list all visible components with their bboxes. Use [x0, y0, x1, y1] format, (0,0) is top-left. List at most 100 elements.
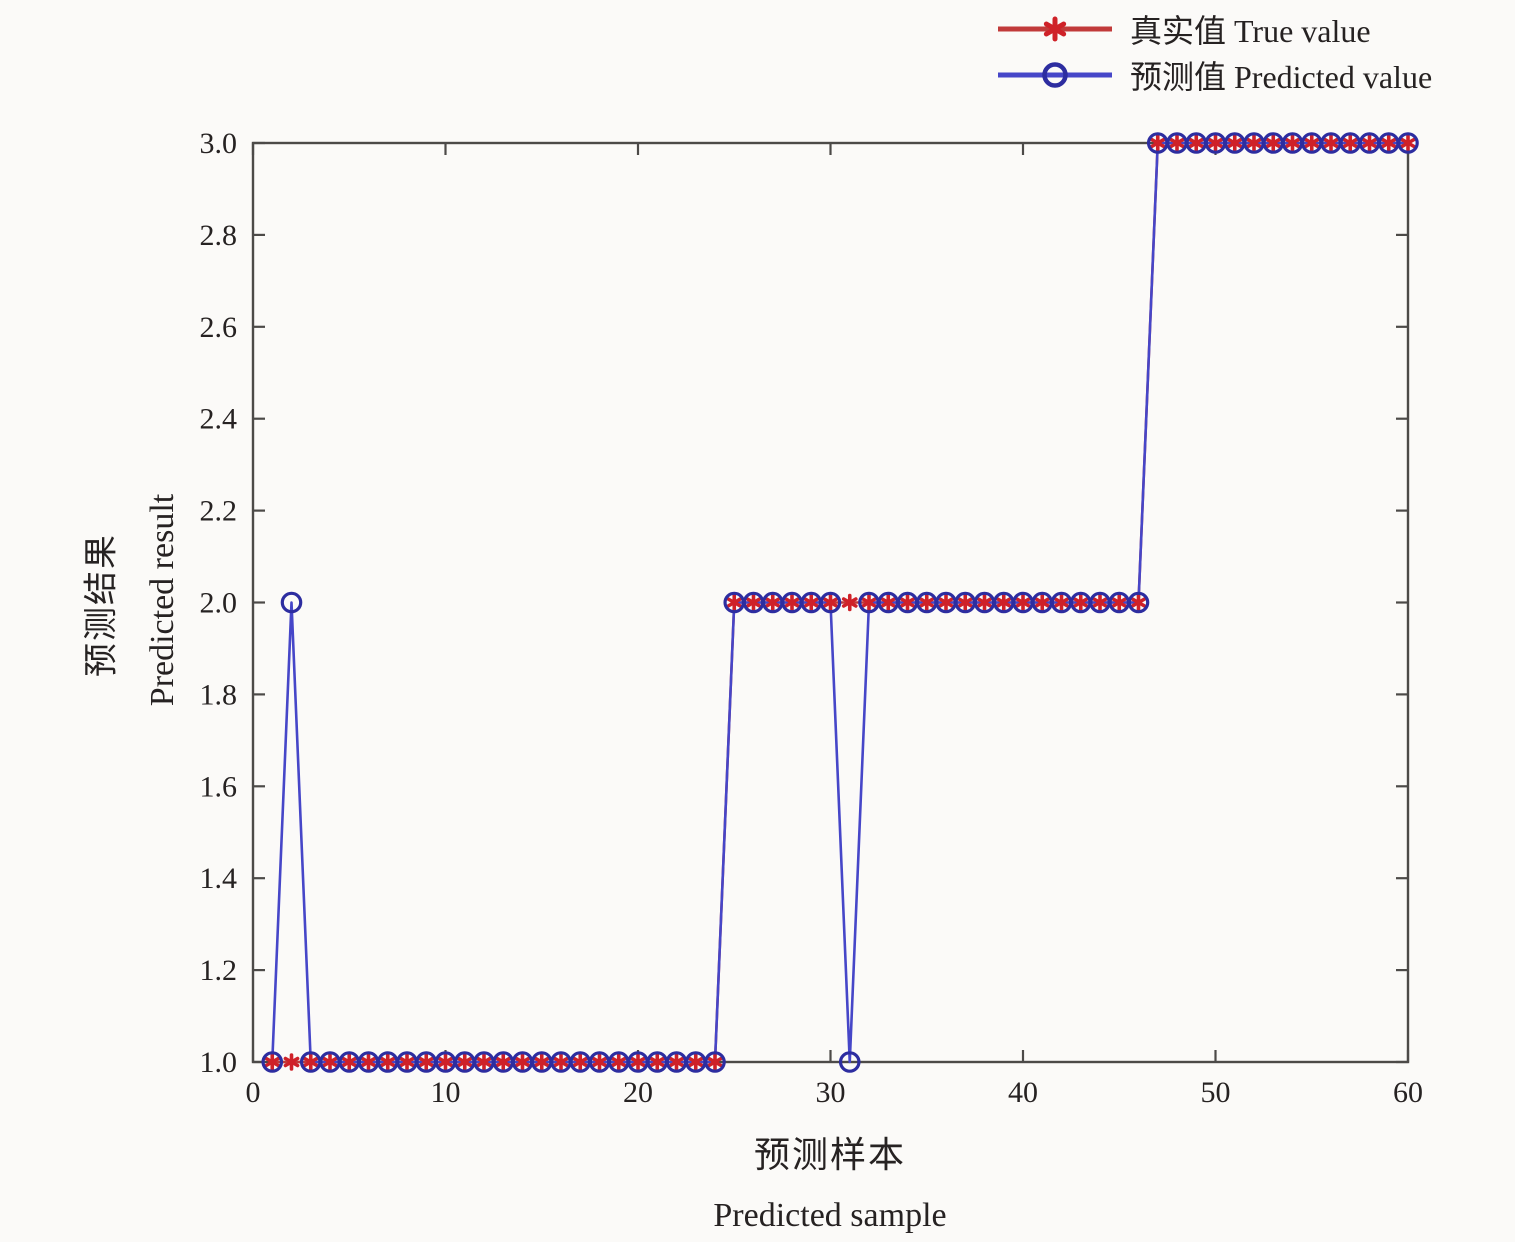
predicted-marker — [261, 1051, 284, 1073]
asterisk-marker-spoke — [1380, 137, 1397, 149]
asterisk-marker-spoke — [302, 1056, 319, 1068]
asterisk-marker-spoke — [360, 1056, 377, 1068]
true-value-line-icon — [998, 16, 1112, 42]
asterisk-marker-spoke — [918, 597, 935, 608]
asterisk-marker-spoke — [1188, 137, 1205, 149]
asterisk-marker-spoke — [1342, 137, 1359, 149]
asterisk-marker-spoke — [1207, 137, 1224, 149]
asterisk-marker-spoke — [938, 597, 954, 608]
x-tick-label: 0 — [246, 1076, 261, 1109]
asterisk-marker-spoke — [822, 597, 839, 608]
asterisk-marker-spoke — [880, 597, 897, 608]
asterisk-marker-spoke — [1130, 597, 1147, 608]
asterisk-marker-spoke — [1053, 597, 1070, 608]
legend: 真实值 True value 预测值 Predicted value — [996, 6, 1432, 98]
asterisk-marker-spoke — [687, 1056, 704, 1068]
x-tick-label: 10 — [431, 1076, 461, 1109]
x-axis-ticks: 0 10 20 30 40 50 60 — [246, 143, 1423, 1109]
asterisk-marker-spoke — [456, 1056, 473, 1068]
legend-label-predicted-value: 预测值 Predicted value — [1130, 59, 1433, 95]
asterisk-marker-spoke — [1111, 597, 1128, 608]
asterisk-marker-spoke — [1015, 597, 1031, 608]
asterisk-marker-spoke — [533, 1056, 550, 1068]
x-tick-label: 20 — [623, 1076, 653, 1109]
asterisk-marker-spoke — [707, 1056, 723, 1068]
asterisk-marker-spoke — [572, 1056, 589, 1068]
y-tick-label: 2.0 — [200, 587, 238, 620]
asterisk-marker-spoke — [418, 1056, 435, 1068]
y-tick-label: 1.6 — [200, 770, 238, 803]
asterisk-marker-spoke — [841, 597, 858, 608]
asterisk-marker-spoke — [957, 597, 974, 608]
y-tick-label: 2.6 — [200, 311, 238, 344]
asterisk-marker-spoke — [1284, 137, 1301, 149]
x-tick-label: 40 — [1008, 1076, 1038, 1109]
asterisk-marker-spoke — [784, 597, 800, 608]
asterisk-marker-spoke — [495, 1056, 512, 1068]
asterisk-marker-spoke — [745, 597, 762, 608]
asterisk-marker-spoke — [437, 1056, 454, 1068]
asterisk-marker-spoke — [1226, 137, 1243, 149]
y-tick-label: 3.0 — [200, 127, 238, 160]
asterisk-marker-spoke — [1303, 137, 1320, 149]
y-axis-label-en: Predicted result — [144, 493, 181, 707]
asterisk-marker-spoke — [476, 1056, 492, 1068]
asterisk-marker-spoke — [1043, 21, 1067, 37]
asterisk-marker-spoke — [630, 1056, 646, 1068]
asterisk-marker-spoke — [995, 597, 1012, 608]
x-axis-label-en: Predicted sample — [713, 1197, 947, 1234]
true-value-markers — [264, 134, 1416, 1071]
asterisk-marker-spoke — [399, 1056, 415, 1068]
asterisk-marker-spoke — [1400, 137, 1416, 149]
asterisk-marker-spoke — [264, 1056, 281, 1068]
asterisk-marker-spoke — [1361, 137, 1378, 149]
asterisk-marker-spoke — [668, 1056, 685, 1068]
asterisk-marker-spoke — [610, 1056, 627, 1068]
asterisk-marker-spoke — [726, 597, 743, 608]
asterisk-marker-spoke — [1149, 137, 1166, 149]
asterisk-marker-spoke — [1072, 597, 1089, 608]
asterisk-marker-spoke — [283, 1056, 300, 1068]
asterisk-marker-spoke — [649, 1056, 666, 1068]
y-tick-label: 1.2 — [200, 954, 238, 987]
asterisk-marker-spoke — [976, 597, 993, 608]
y-axis-ticks: 1.0 1.2 1.4 1.6 1.8 2.0 2.2 2.4 2.6 2.8 3.0 — [200, 127, 1408, 1079]
x-axis-label-zh: 预测样本 — [753, 1135, 907, 1175]
asterisk-marker-spoke — [861, 597, 877, 608]
asterisk-marker-spoke — [803, 597, 820, 608]
y-tick-label: 2.2 — [200, 495, 238, 528]
asterisk-marker-spoke — [1034, 597, 1051, 608]
asterisk-marker-spoke — [591, 1056, 608, 1068]
y-tick-label: 1.4 — [200, 862, 238, 895]
predicted-marker — [704, 1051, 726, 1073]
y-tick-label: 2.4 — [200, 403, 238, 436]
asterisk-marker-spoke — [1092, 597, 1108, 608]
x-tick-label: 60 — [1393, 1076, 1423, 1109]
asterisk-marker-spoke — [322, 1056, 338, 1068]
predicted-marker — [1397, 132, 1419, 154]
y-axis-label-zh: 预测结果 — [83, 533, 121, 677]
asterisk-marker-spoke — [899, 597, 916, 608]
y-tick-label: 2.8 — [200, 219, 238, 252]
asterisk-marker-spoke — [379, 1056, 396, 1068]
x-tick-label: 30 — [816, 1076, 846, 1109]
predicted-marker — [838, 1051, 861, 1073]
legend-item-predicted-value: 预测值 Predicted value — [996, 52, 1432, 98]
predicted-marker — [1127, 591, 1150, 614]
x-tick-label: 50 — [1201, 1076, 1231, 1109]
y-tick-label: 1.8 — [200, 678, 238, 711]
asterisk-marker-spoke — [1246, 137, 1262, 149]
predicted-marker — [280, 591, 303, 614]
legend-label-true-value: 真实值 True value — [1130, 13, 1371, 49]
predicted-value-line-icon — [998, 62, 1112, 88]
asterisk-marker-spoke — [764, 597, 781, 608]
asterisk-marker-spoke — [1169, 137, 1185, 149]
asterisk-marker-spoke — [1265, 137, 1282, 149]
predicted-value-legend-circle — [1042, 62, 1068, 88]
legend-item-true-value: 真实值 True value — [996, 6, 1432, 52]
asterisk-marker-spoke — [553, 1056, 569, 1068]
predicted-value-markers — [261, 132, 1419, 1073]
y-tick-label: 1.0 — [200, 1046, 238, 1079]
